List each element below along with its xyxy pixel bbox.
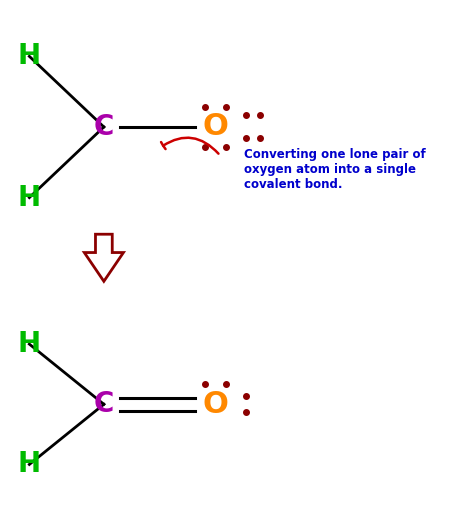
Text: H: H (18, 450, 41, 479)
Text: Converting one lone pair of
oxygen atom into a single
covalent bond.: Converting one lone pair of oxygen atom … (244, 148, 425, 191)
Polygon shape (84, 234, 123, 281)
Text: H: H (18, 184, 41, 211)
Text: C: C (94, 113, 114, 141)
Text: O: O (203, 113, 228, 141)
Text: C: C (94, 390, 114, 418)
Text: H: H (18, 42, 41, 70)
Text: O: O (203, 390, 228, 419)
Text: H: H (18, 330, 41, 358)
